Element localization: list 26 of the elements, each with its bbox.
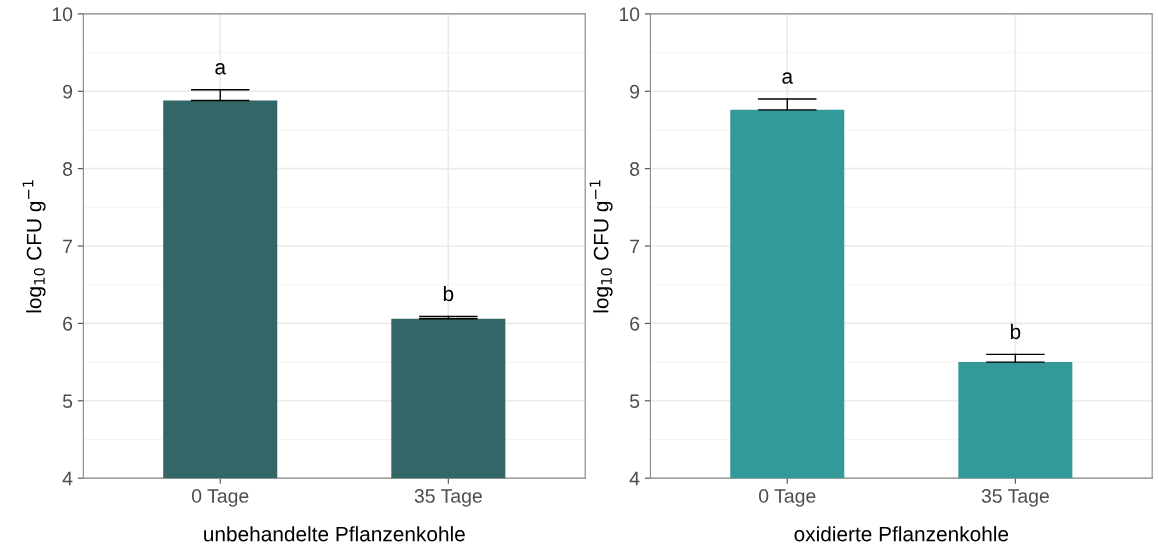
- x-tick-label: 35 Tage: [414, 489, 482, 507]
- y-axis-title: log$_{10}$ CFU g$^{−1}$: [22, 180, 46, 313]
- y-tick-label: 10: [619, 7, 640, 22]
- y-tick-label: 9: [63, 84, 73, 99]
- y-tick-label: 8: [630, 162, 640, 176]
- y-axis-title: log$_{10}$ CFU g$^{−1}$: [589, 180, 613, 313]
- y-tick-label: 6: [63, 316, 73, 331]
- y-tick-label: 4: [62, 471, 73, 486]
- y-tick-label: 5: [629, 394, 640, 409]
- y-tick-label: 7: [630, 239, 640, 254]
- x-tick-label: 0 Tage: [191, 489, 249, 507]
- y-tick-label: 5: [62, 394, 73, 409]
- annotation: a: [215, 63, 227, 75]
- y-tick-label: 7: [63, 239, 72, 254]
- y-tick-label: 8: [62, 162, 73, 176]
- x-axis-title: oxidierte Pflanzenkohle: [794, 526, 1009, 542]
- annotation: b: [1010, 323, 1021, 340]
- x-axis-title: unbehandelte Pflanzenkohle: [204, 526, 465, 542]
- y-tick-label: 4: [629, 471, 640, 486]
- y-tick-label: 6: [630, 316, 640, 331]
- y-tick-label: 10: [52, 7, 73, 22]
- annotation: b: [443, 285, 454, 302]
- x-tick-label: 0 Tage: [759, 489, 816, 507]
- x-tick-label: 35 Tage: [981, 489, 1049, 507]
- y-tick-label: 9: [630, 84, 640, 99]
- annotation: a: [782, 72, 794, 84]
